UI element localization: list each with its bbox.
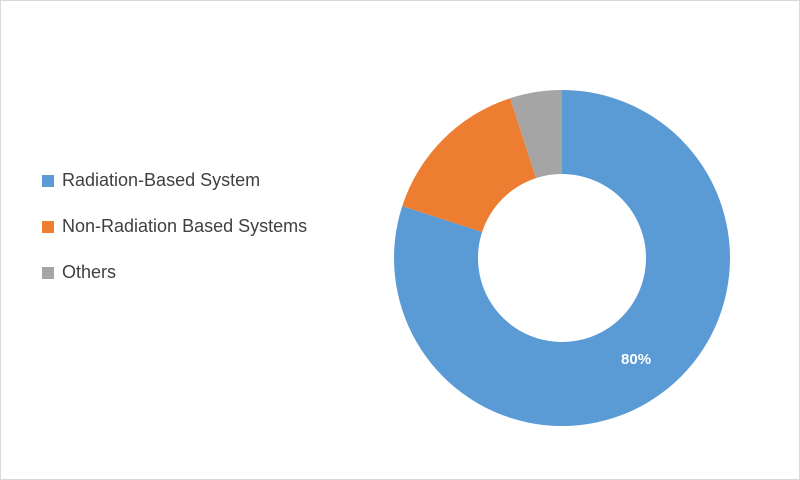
legend-swatch	[42, 175, 54, 187]
legend-swatch	[42, 267, 54, 279]
legend-label: Others	[62, 262, 116, 282]
legend-label: Radiation-Based System	[62, 170, 260, 190]
donut-segment	[402, 98, 537, 233]
donut-segment	[394, 90, 730, 426]
legend-label: Non-Radiation Based Systems	[62, 216, 307, 236]
data-label: 80%	[621, 351, 651, 368]
legend-swatch	[42, 221, 54, 233]
donut-segment	[510, 90, 562, 179]
